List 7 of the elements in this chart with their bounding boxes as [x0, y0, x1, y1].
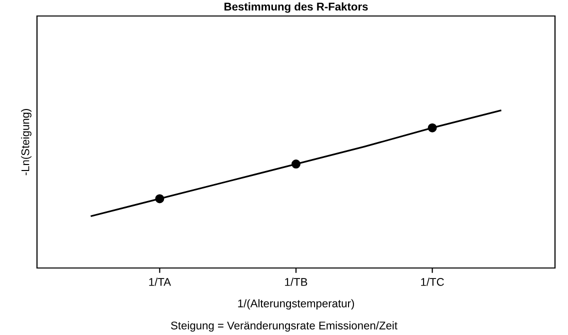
chart-title: Bestimmung des R-Faktors [224, 2, 368, 13]
x-axis-title: 1/(Alterungstemperatur) [238, 299, 354, 310]
x-tick-label: 1/TA [149, 278, 171, 286]
x-tick-label: 1/TB [285, 278, 308, 286]
y-axis-title: -Ln(Steigung) [21, 109, 32, 176]
text: Steigung = Veränderungsrate Emissionen/Zeit [171, 321, 398, 332]
x-tick-label: 1/TC [421, 278, 444, 286]
